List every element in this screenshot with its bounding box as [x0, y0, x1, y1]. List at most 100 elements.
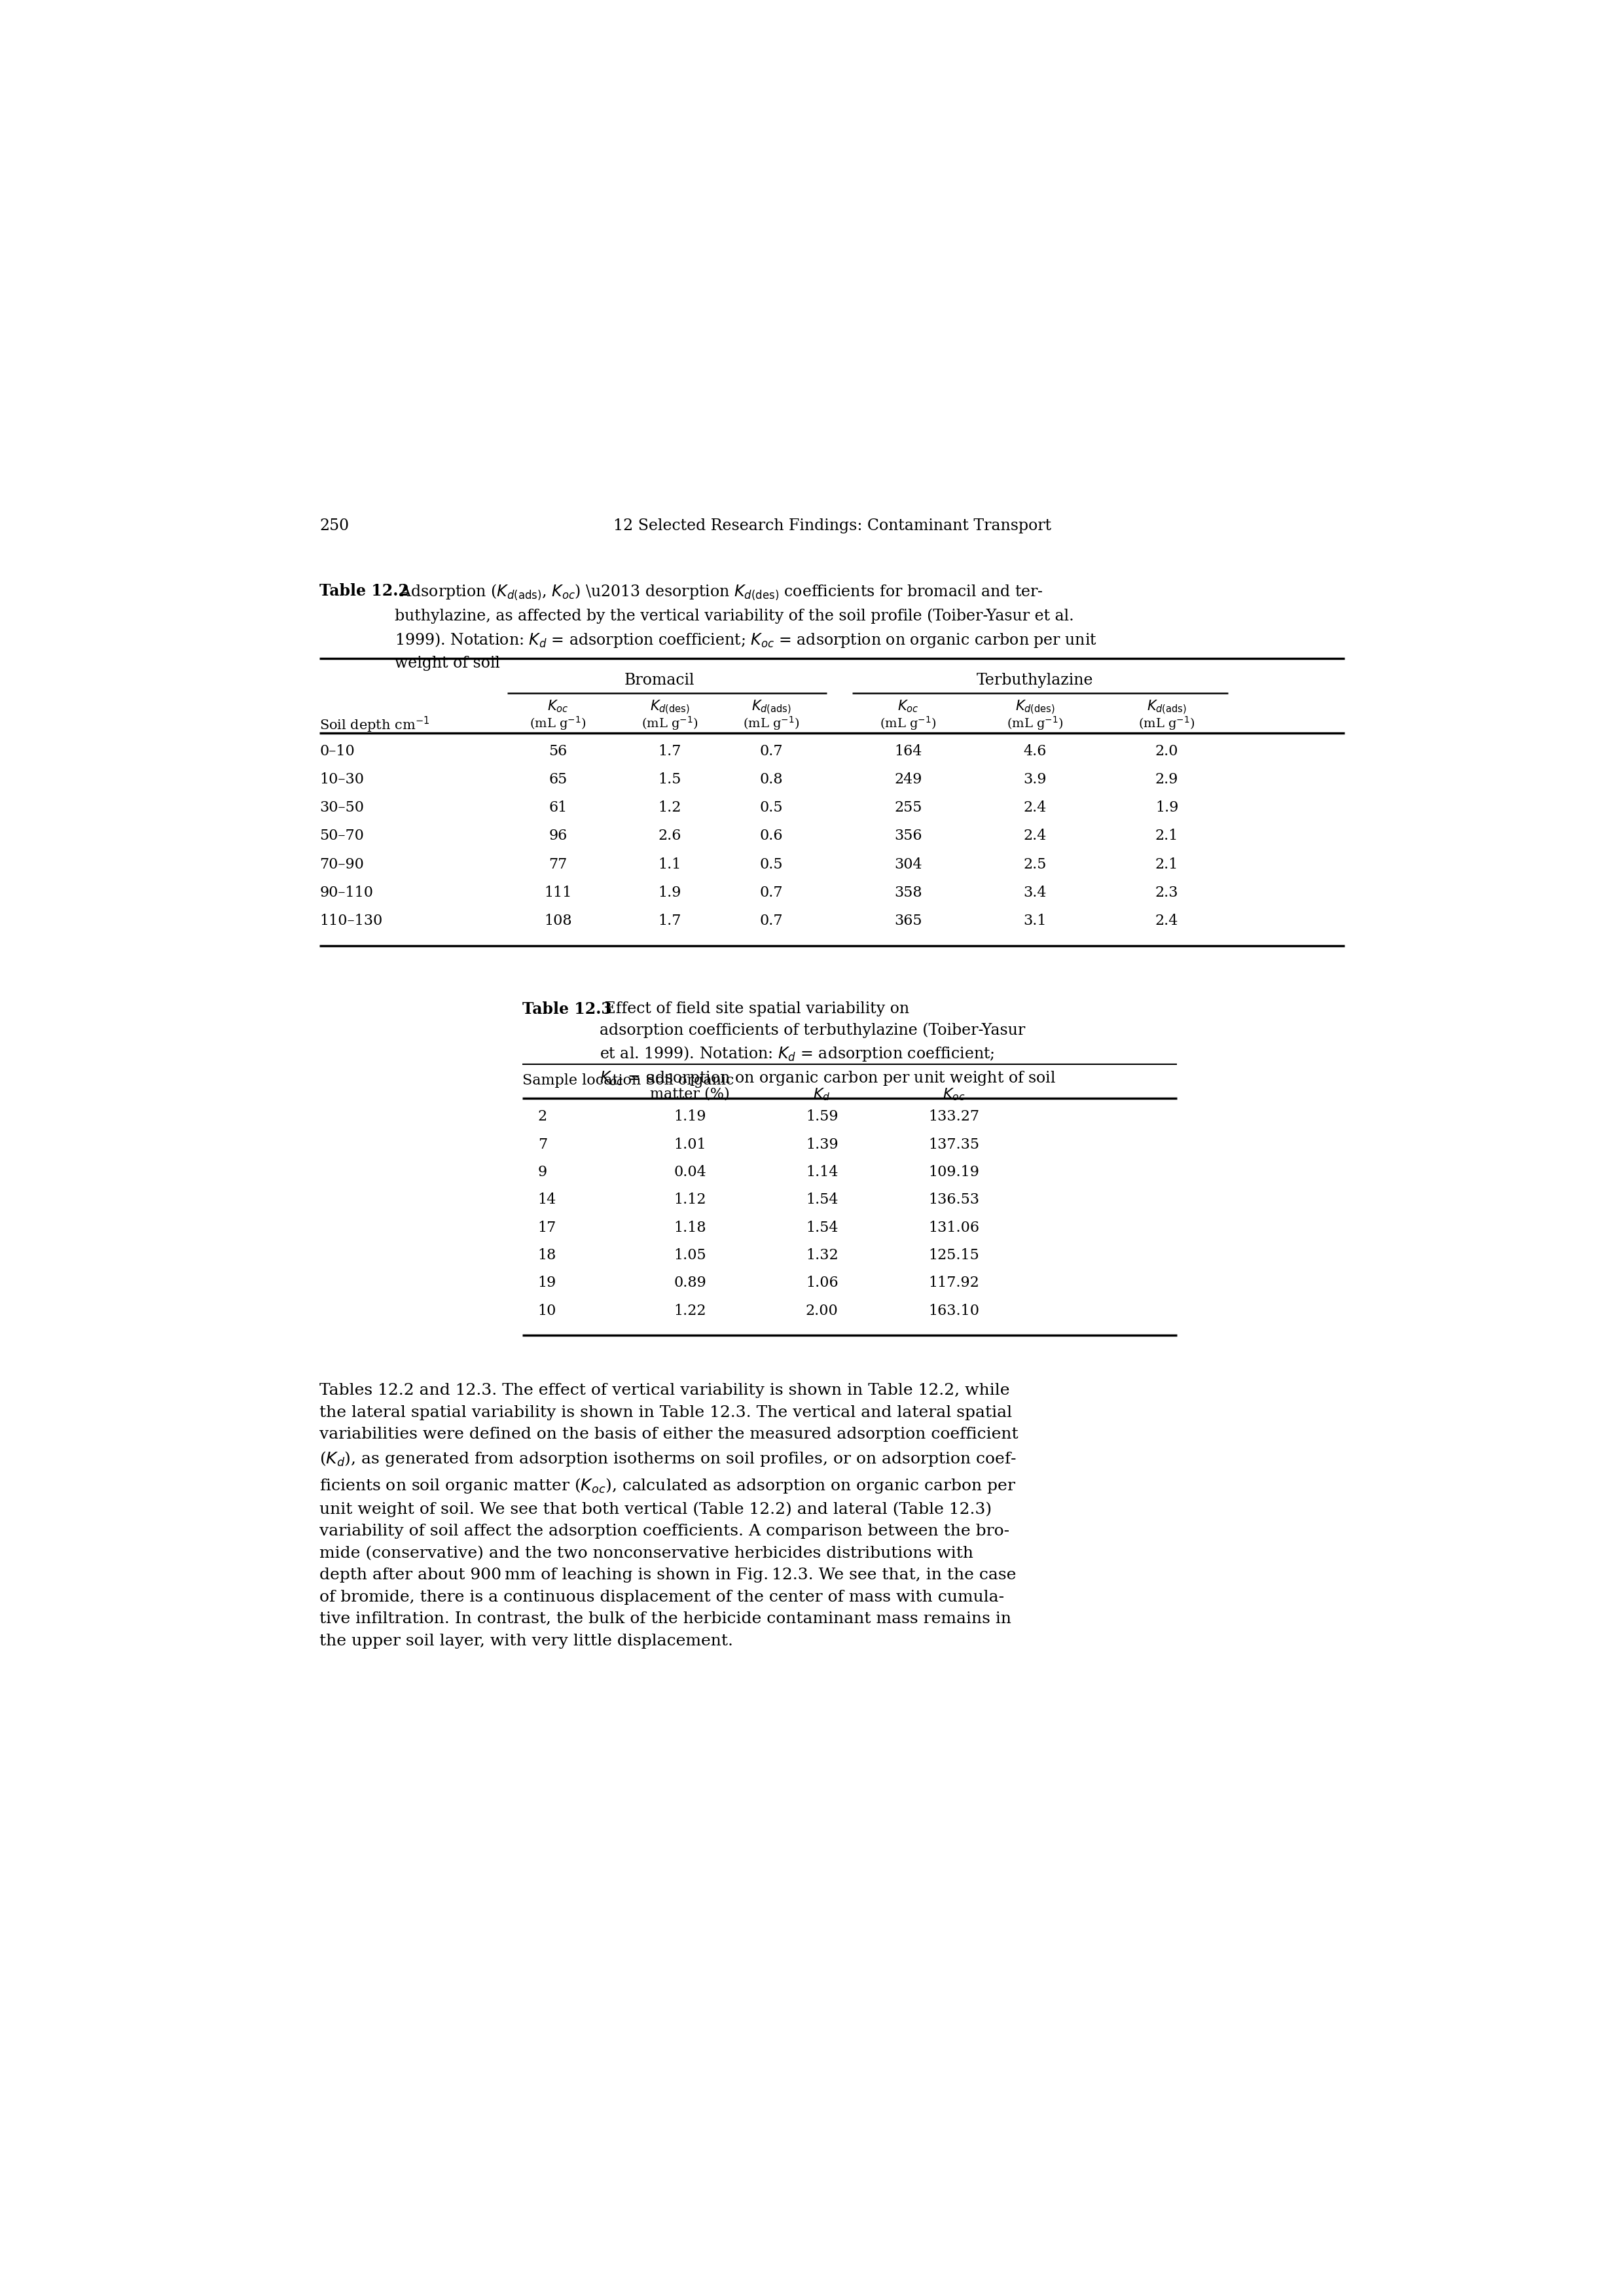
Text: Table 12.2: Table 12.2	[320, 583, 409, 599]
Text: $K_d$: $K_d$	[814, 1086, 830, 1102]
Text: 1.14: 1.14	[806, 1164, 838, 1180]
Text: 2: 2	[538, 1109, 547, 1125]
Text: 2.4: 2.4	[1023, 829, 1046, 843]
Text: 2.6: 2.6	[658, 829, 682, 843]
Text: 1.7: 1.7	[658, 914, 682, 928]
Text: 56: 56	[549, 744, 567, 758]
Text: 0.5: 0.5	[760, 801, 783, 815]
Text: 1.32: 1.32	[806, 1249, 838, 1263]
Text: 3.1: 3.1	[1023, 914, 1046, 928]
Text: 109.19: 109.19	[929, 1164, 979, 1180]
Text: 1.05: 1.05	[674, 1249, 706, 1263]
Text: 70–90: 70–90	[320, 856, 364, 872]
Text: (mL g$^{-1}$): (mL g$^{-1}$)	[1138, 714, 1195, 732]
Text: 0.8: 0.8	[760, 771, 783, 788]
Text: 9: 9	[538, 1164, 547, 1180]
Text: 304: 304	[895, 856, 922, 872]
Text: 19: 19	[538, 1277, 557, 1290]
Text: 0.89: 0.89	[674, 1277, 706, 1290]
Text: 1.22: 1.22	[674, 1304, 706, 1318]
Text: 131.06: 131.06	[929, 1221, 979, 1235]
Text: 4.6: 4.6	[1023, 744, 1046, 758]
Text: 1.18: 1.18	[674, 1221, 706, 1235]
Text: 0.04: 0.04	[674, 1164, 706, 1180]
Text: 1.01: 1.01	[674, 1137, 706, 1153]
Text: (mL g$^{-1}$): (mL g$^{-1}$)	[742, 714, 799, 732]
Text: 2.4: 2.4	[1023, 801, 1046, 815]
Text: 10–30: 10–30	[320, 771, 364, 788]
Text: 163.10: 163.10	[929, 1304, 979, 1318]
Text: 2.0: 2.0	[1155, 744, 1179, 758]
Text: 358: 358	[895, 886, 922, 900]
Text: 164: 164	[895, 744, 922, 758]
Text: Soil depth cm$^{-1}$: Soil depth cm$^{-1}$	[320, 714, 430, 735]
Text: Soil organic: Soil organic	[646, 1072, 734, 1088]
Text: 2.1: 2.1	[1155, 829, 1179, 843]
Text: 0.7: 0.7	[760, 914, 783, 928]
Text: $K_{oc}$: $K_{oc}$	[942, 1086, 965, 1102]
Text: 356: 356	[895, 829, 922, 843]
Text: 1.54: 1.54	[806, 1192, 838, 1208]
Text: 7: 7	[538, 1137, 547, 1153]
Text: 17: 17	[538, 1221, 557, 1235]
Text: 2.9: 2.9	[1155, 771, 1179, 788]
Text: 0.5: 0.5	[760, 856, 783, 872]
Text: 1.12: 1.12	[674, 1192, 706, 1208]
Text: (mL g$^{-1}$): (mL g$^{-1}$)	[529, 714, 586, 732]
Text: 1.2: 1.2	[658, 801, 682, 815]
Text: 0–10: 0–10	[320, 744, 356, 758]
Text: 61: 61	[549, 801, 567, 815]
Text: 1.1: 1.1	[658, 856, 682, 872]
Text: 0.7: 0.7	[760, 886, 783, 900]
Text: 250: 250	[320, 519, 349, 533]
Text: Bromacil: Bromacil	[624, 673, 695, 689]
Text: 1.39: 1.39	[806, 1137, 838, 1153]
Text: 249: 249	[895, 771, 922, 788]
Text: 30–50: 30–50	[320, 801, 364, 815]
Text: 2.3: 2.3	[1155, 886, 1179, 900]
Text: 108: 108	[544, 914, 572, 928]
Text: $K_{d(\mathrm{ads})}$: $K_{d(\mathrm{ads})}$	[1147, 698, 1187, 716]
Text: $K_{d(\mathrm{ads})}$: $K_{d(\mathrm{ads})}$	[752, 698, 791, 716]
Text: Terbuthylazine: Terbuthylazine	[976, 673, 1093, 689]
Text: 90–110: 90–110	[320, 886, 374, 900]
Text: 3.4: 3.4	[1023, 886, 1046, 900]
Text: 1.5: 1.5	[658, 771, 682, 788]
Text: $K_{d(\mathrm{des})}$: $K_{d(\mathrm{des})}$	[650, 698, 690, 716]
Text: 14: 14	[538, 1192, 557, 1208]
Text: 96: 96	[549, 829, 567, 843]
Text: matter (%): matter (%)	[650, 1086, 729, 1102]
Text: (mL g$^{-1}$): (mL g$^{-1}$)	[880, 714, 937, 732]
Text: 0.6: 0.6	[760, 829, 783, 843]
Text: 1.7: 1.7	[658, 744, 682, 758]
Text: 10: 10	[538, 1304, 557, 1318]
Text: (mL g$^{-1}$): (mL g$^{-1}$)	[641, 714, 698, 732]
Text: 1.59: 1.59	[806, 1109, 838, 1125]
Text: 365: 365	[895, 914, 922, 928]
Text: 125.15: 125.15	[929, 1249, 979, 1263]
Text: 137.35: 137.35	[929, 1137, 979, 1153]
Text: 1.54: 1.54	[806, 1221, 838, 1235]
Text: 3.9: 3.9	[1023, 771, 1046, 788]
Text: 2.5: 2.5	[1023, 856, 1046, 872]
Text: $K_{d(\mathrm{des})}$: $K_{d(\mathrm{des})}$	[1015, 698, 1056, 716]
Text: 1.06: 1.06	[806, 1277, 838, 1290]
Text: $K_{oc}$: $K_{oc}$	[898, 698, 919, 714]
Text: 2.4: 2.4	[1155, 914, 1179, 928]
Text: 12 Selected Research Findings: Contaminant Transport: 12 Selected Research Findings: Contamina…	[612, 519, 1051, 533]
Text: (mL g$^{-1}$): (mL g$^{-1}$)	[1007, 714, 1064, 732]
Text: 111: 111	[544, 886, 572, 900]
Text: 1.9: 1.9	[658, 886, 682, 900]
Text: 2.1: 2.1	[1155, 856, 1179, 872]
Text: 133.27: 133.27	[929, 1109, 979, 1125]
Text: 1.9: 1.9	[1155, 801, 1179, 815]
Text: 77: 77	[549, 856, 567, 872]
Text: $K_{oc}$: $K_{oc}$	[547, 698, 568, 714]
Text: Sample location: Sample location	[523, 1072, 641, 1088]
Text: 18: 18	[538, 1249, 557, 1263]
Text: Effect of field site spatial variability on
adsorption coefficients of terbuthyl: Effect of field site spatial variability…	[599, 1001, 1056, 1088]
Text: 136.53: 136.53	[929, 1192, 979, 1208]
Text: 0.7: 0.7	[760, 744, 783, 758]
Text: 50–70: 50–70	[320, 829, 364, 843]
Text: 2.00: 2.00	[806, 1304, 838, 1318]
